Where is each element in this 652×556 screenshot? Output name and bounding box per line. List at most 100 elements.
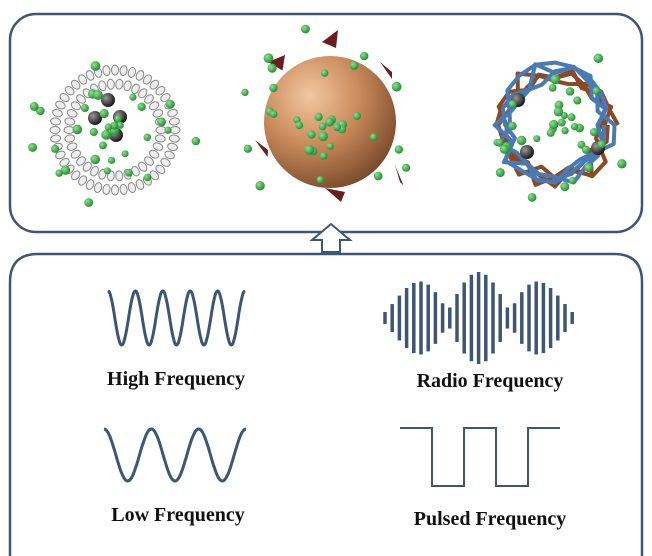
drug <box>520 145 534 159</box>
molecule <box>304 145 314 155</box>
diagram: High Frequency Radio Frequency Low Frequ… <box>0 0 652 556</box>
molecule <box>569 177 576 184</box>
molecule <box>241 89 248 96</box>
ligand <box>380 62 392 79</box>
pulsed-wave <box>400 428 560 486</box>
lipid <box>50 117 61 125</box>
molecule <box>325 118 334 127</box>
molecule <box>100 109 109 118</box>
molecule <box>528 193 537 202</box>
lipid <box>50 127 60 134</box>
ligand <box>255 140 268 157</box>
molecule <box>353 112 361 120</box>
molecule <box>402 164 410 172</box>
molecule <box>143 133 151 141</box>
label: Low Frequency <box>111 504 245 526</box>
lipid <box>123 80 132 92</box>
molecule <box>320 152 328 160</box>
molecule <box>137 103 145 111</box>
nanoparticles <box>28 25 626 207</box>
molecule <box>496 168 505 177</box>
molecule <box>321 69 329 77</box>
molecule <box>295 121 303 129</box>
lipid <box>50 134 61 142</box>
molecule <box>104 167 111 174</box>
molecule <box>55 169 63 177</box>
lipid <box>102 184 110 195</box>
molecule <box>122 150 129 157</box>
lipid <box>112 65 119 75</box>
molecule <box>108 157 115 164</box>
molecule <box>99 141 107 149</box>
molecule <box>269 84 277 92</box>
molecule <box>317 176 324 183</box>
molecule <box>558 118 566 126</box>
lipid <box>169 134 180 142</box>
molecule <box>370 133 377 140</box>
molecule <box>517 136 527 146</box>
lipid <box>127 182 137 194</box>
molecule <box>395 145 403 153</box>
molecule <box>594 53 604 63</box>
molecule <box>392 82 402 92</box>
molecule <box>315 113 323 121</box>
molecule <box>617 159 626 168</box>
up-arrow <box>312 224 350 252</box>
molecule <box>561 127 568 134</box>
molecule <box>125 169 133 177</box>
label: Radio Frequency <box>417 370 564 392</box>
low-frequency-wave <box>104 429 246 481</box>
molecule <box>129 94 136 101</box>
molecule <box>84 198 93 207</box>
molecule <box>318 131 328 141</box>
drug <box>101 93 115 107</box>
molecule <box>327 143 334 150</box>
molecule <box>255 181 264 190</box>
lipid <box>107 79 115 90</box>
lipid <box>167 142 179 152</box>
molecule <box>568 113 576 121</box>
molecule <box>91 61 101 71</box>
molecule <box>582 146 590 154</box>
lipid <box>155 134 166 143</box>
lipid <box>115 79 123 90</box>
molecule <box>244 145 252 153</box>
molecule <box>268 64 277 73</box>
molecule <box>270 110 278 118</box>
molecule <box>93 90 103 100</box>
molecule <box>114 115 121 122</box>
molecule <box>72 125 82 135</box>
molecule <box>319 123 327 131</box>
lipid <box>169 117 180 125</box>
molecule <box>166 100 175 109</box>
molecule <box>500 145 509 154</box>
lipid <box>167 108 179 118</box>
molecule <box>105 123 112 130</box>
molecule <box>547 129 555 137</box>
molecule <box>157 117 166 126</box>
molecule <box>550 75 560 85</box>
lipid <box>119 65 127 76</box>
molecule <box>549 84 557 92</box>
high-frequency-wave <box>108 291 245 345</box>
lipid <box>64 117 75 126</box>
molecule <box>584 163 593 172</box>
molecule <box>360 52 369 61</box>
molecule <box>533 135 540 142</box>
lipid <box>127 67 137 79</box>
molecule <box>164 127 171 134</box>
ligand <box>322 30 338 48</box>
lipid <box>64 134 75 143</box>
molecule <box>90 155 100 165</box>
molecule <box>30 102 39 111</box>
ligand <box>325 188 345 202</box>
molecule <box>90 128 98 136</box>
molecule <box>28 143 37 152</box>
molecule <box>508 122 517 131</box>
label: Pulsed Frequency <box>414 508 566 530</box>
molecule <box>560 182 569 191</box>
molecule <box>350 61 359 70</box>
label: High Frequency <box>107 368 245 390</box>
lipid <box>115 171 123 182</box>
molecule <box>566 87 575 96</box>
